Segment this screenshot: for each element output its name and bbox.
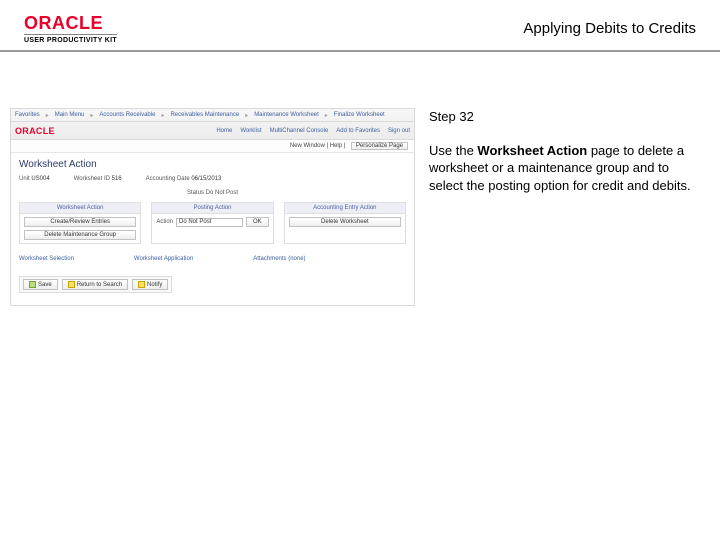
action-select[interactable]: Do Not Post <box>176 218 243 227</box>
link-worksheet-application[interactable]: Worksheet Application <box>134 256 193 262</box>
link-worksheet-selection[interactable]: Worksheet Selection <box>19 256 74 262</box>
chevron-icon: ▸ <box>161 112 164 119</box>
brand-subtitle: USER PRODUCTIVITY KIT <box>24 34 117 44</box>
action-label: Action <box>156 219 173 225</box>
nav-worklist[interactable]: Worklist <box>240 128 261 134</box>
page-title: Applying Debits to Credits <box>523 14 696 37</box>
nav-addto[interactable]: Add to Favorites <box>336 128 380 134</box>
brand-logo: ORACLE USER PRODUCTIVITY KIT <box>24 14 117 44</box>
breadcrumb-item[interactable]: Favorites <box>15 112 40 118</box>
panel-row: Worksheet Action Create/Review Entries D… <box>19 202 406 244</box>
panel-posting-action: Posting Action Action Do Not Post OK <box>151 202 273 244</box>
chevron-icon: ▸ <box>90 112 93 119</box>
save-button[interactable]: Save <box>23 279 58 290</box>
personalize-button[interactable]: Personalize Page <box>351 142 408 150</box>
panel-title: Posting Action <box>152 203 272 214</box>
notify-icon <box>138 281 145 288</box>
return-to-search-button[interactable]: Return to Search <box>62 279 128 290</box>
breadcrumb-item[interactable]: Main Menu <box>55 112 85 118</box>
footer-buttons: Save Return to Search Notify <box>19 276 172 293</box>
app-body: Worksheet Action Unit US004 Worksheet ID… <box>11 153 414 305</box>
status-line: Status Do Not Post <box>19 190 406 196</box>
nav-mcc[interactable]: MultiChannel Console <box>270 128 329 134</box>
breadcrumb-item[interactable]: Maintenance Worksheet <box>254 112 319 118</box>
chevron-icon: ▸ <box>245 112 248 119</box>
step-label: Step 32 <box>429 108 696 126</box>
nav-signout[interactable]: Sign out <box>388 128 410 134</box>
nav-bar: ORACLE Home Worklist MultiChannel Consol… <box>11 122 414 139</box>
summary-worksheet: Worksheet ID 516 <box>74 176 122 182</box>
create-review-entries-button[interactable]: Create/Review Entries <box>24 217 136 227</box>
summary-date: Accounting Date 06/15/2013 <box>146 176 222 182</box>
toolbar-links[interactable]: New Window | Help | <box>290 143 347 149</box>
app-screenshot: Favorites ▸ Main Menu ▸ Accounts Receiva… <box>10 108 415 306</box>
breadcrumb-item[interactable]: Accounts Receivable <box>99 112 155 118</box>
nav-home[interactable]: Home <box>216 128 232 134</box>
panel-title: Worksheet Action <box>20 203 140 214</box>
toolbar-row: New Window | Help | Personalize Page <box>11 140 414 153</box>
link-attachments[interactable]: Attachments (none) <box>253 256 305 262</box>
notify-button[interactable]: Notify <box>132 279 168 290</box>
nav-brand: ORACLE <box>15 126 55 136</box>
nav-links: Home Worklist MultiChannel Console Add t… <box>216 128 410 134</box>
brand-word: ORACLE <box>24 14 117 32</box>
instruction-text: Use the Worksheet Action page to delete … <box>429 142 696 195</box>
breadcrumb-item[interactable]: Receivables Maintenance <box>170 112 239 118</box>
panel-accounting-entry-action: Accounting Entry Action Delete Worksheet <box>284 202 406 244</box>
instructions-panel: Step 32 Use the Worksheet Action page to… <box>429 108 696 306</box>
ok-button[interactable]: OK <box>246 217 269 227</box>
chevron-icon: ▸ <box>46 112 49 119</box>
delete-worksheet-button[interactable]: Delete Worksheet <box>289 217 401 227</box>
return-icon <box>68 281 75 288</box>
chevron-icon: ▸ <box>325 112 328 119</box>
panel-worksheet-action: Worksheet Action Create/Review Entries D… <box>19 202 141 244</box>
breadcrumb-item[interactable]: Finalize Worksheet <box>334 112 385 118</box>
breadcrumb-bar: Favorites ▸ Main Menu ▸ Accounts Receiva… <box>11 109 414 122</box>
page-header: ORACLE USER PRODUCTIVITY KIT Applying De… <box>0 0 720 50</box>
delete-maintenance-group-button[interactable]: Delete Maintenance Group <box>24 230 136 240</box>
save-icon <box>29 281 36 288</box>
app-top-bars: Favorites ▸ Main Menu ▸ Accounts Receiva… <box>11 109 414 140</box>
summary-row: Unit US004 Worksheet ID 516 Accounting D… <box>19 176 406 182</box>
link-row: Worksheet Selection Worksheet Applicatio… <box>19 256 406 262</box>
panel-title: Accounting Entry Action <box>285 203 405 214</box>
app-page-title: Worksheet Action <box>19 159 406 170</box>
summary-unit: Unit US004 <box>19 176 50 182</box>
